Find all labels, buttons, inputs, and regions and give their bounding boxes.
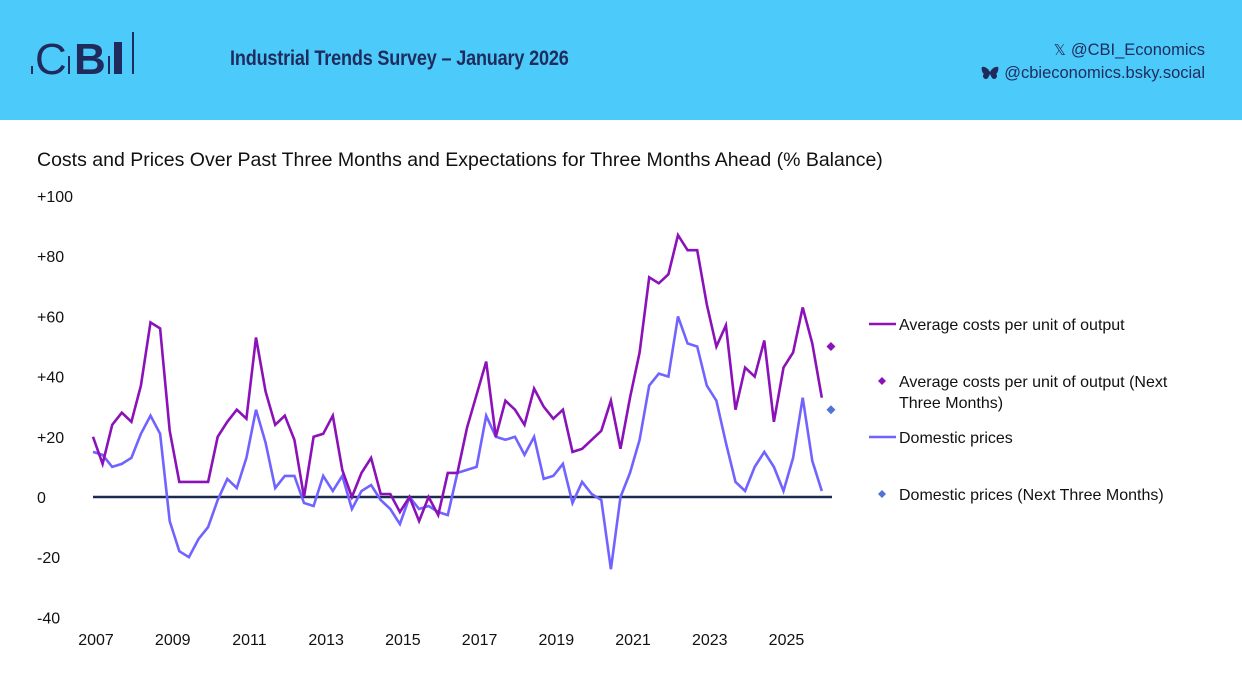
legend: Average costs per unit of output Average … [869,317,1168,504]
y-tick-label: +60 [37,309,64,326]
legend-item: Average costs per unit of output [869,317,1125,334]
x-handle[interactable]: @CBI_Economics [1070,41,1205,59]
legend-diamond-domestic-prices-icon [878,490,886,498]
x-tick-label: 2011 [232,632,267,649]
x-tick-label: 2009 [155,632,191,649]
legend-item: Domestic prices (Next Three Months) [878,487,1164,504]
legend-item: Average costs per unit of output (Next Th… [878,374,1168,412]
legend-label: Three Months) [899,395,1003,412]
social-x[interactable]: 𝕏 @CBI_Economics [981,39,1205,62]
marker-average-costs-next-three-months [826,342,836,351]
y-tick-label: +100 [37,189,73,206]
y-tick-label: +40 [37,370,64,387]
social-handles: 𝕏 @CBI_Economics @cbieconomics.bsky.soci… [981,39,1205,85]
bluesky-butterfly-icon [981,66,999,79]
x-tick-label: 2023 [692,632,728,649]
legend-label: Average costs per unit of output (Next [899,374,1168,391]
x-tick-label: 2025 [769,632,805,649]
series-line-average-costs [91,231,824,525]
y-tick-label: +20 [37,430,64,447]
cbi-logo: C B [31,32,134,78]
legend-label: Domestic prices (Next Three Months) [899,487,1164,504]
y-tick-label: -40 [37,610,60,627]
legend-diamond-average-costs-icon [878,377,886,385]
logo-text: C [35,35,67,78]
y-tick-label: +80 [37,249,64,266]
social-bluesky[interactable]: @cbieconomics.bsky.social [981,62,1205,85]
x-tick-label: 2019 [539,632,575,649]
svg-text:B: B [74,35,106,78]
bluesky-handle[interactable]: @cbieconomics.bsky.social [1004,64,1205,82]
chart-title: Costs and Prices Over Past Three Months … [37,149,883,171]
x-tick-label: 2017 [462,632,498,649]
y-tick-label: 0 [37,490,46,507]
legend-label: Average costs per unit of output [899,317,1125,334]
series-layer [91,231,836,570]
x-tick-label: 2007 [78,632,114,649]
x-tick-label: 2021 [615,632,651,649]
y-tick-label: -20 [37,550,60,567]
marker-domestic-prices-next-three-months [826,405,836,415]
x-icon: 𝕏 [1053,42,1066,59]
x-axis-ticks: 2007 2009 2011 2013 2015 2017 2019 2021 2023 2025 [78,632,804,649]
legend-item: Domestic prices [869,430,1013,447]
survey-title: Industrial Trends Survey – January 2026 [230,47,569,70]
series-line-domestic-prices [92,315,824,570]
x-tick-label: 2015 [385,632,421,649]
x-tick-label: 2013 [308,632,344,649]
y-axis-ticks: +100 +80 +60 +40 +20 0 -20 -40 [37,189,73,627]
header-banner: C B Industrial Trends Survey – January 2… [0,0,1242,120]
legend-label: Domestic prices [899,430,1013,447]
